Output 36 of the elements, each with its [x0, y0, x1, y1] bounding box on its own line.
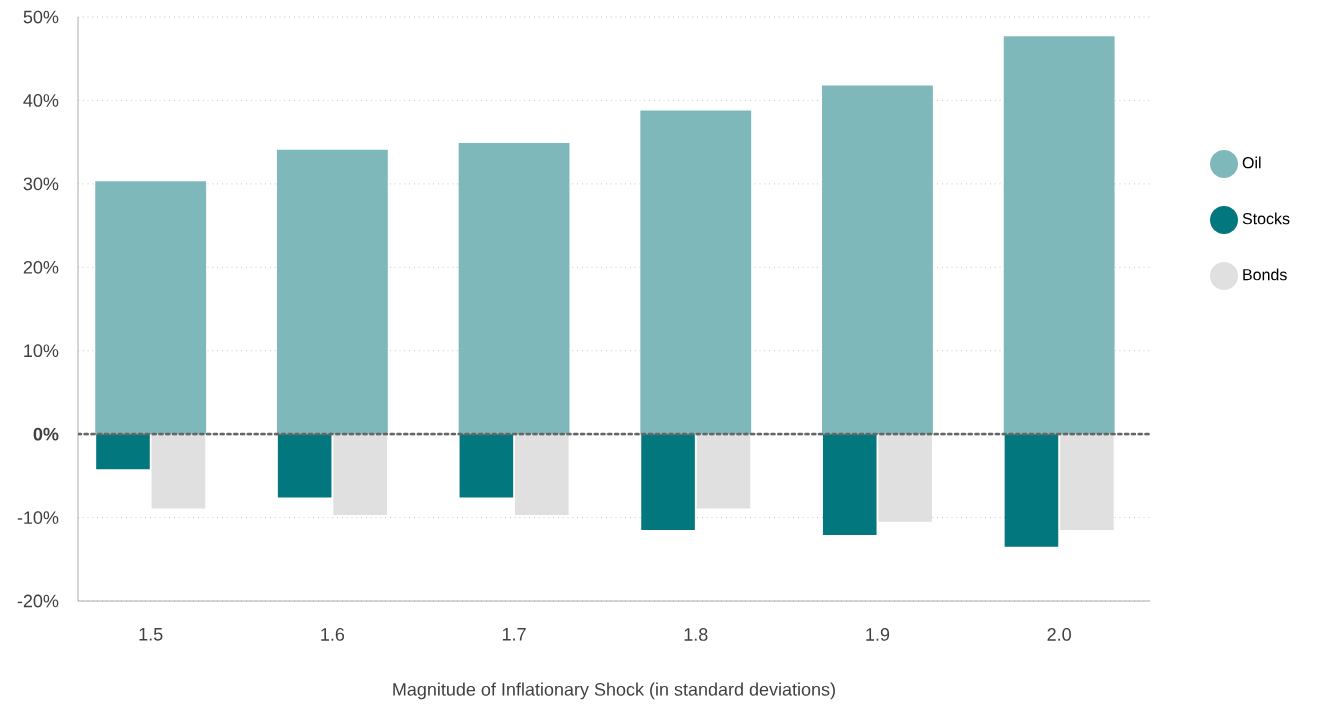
legend-label: Oil [1242, 156, 1261, 169]
bar [277, 434, 332, 498]
y-tick-label: 40% [23, 94, 59, 107]
x-tick-label: 1.9 [866, 628, 890, 641]
bar [1003, 36, 1115, 435]
x-axis-title: Magnitude of Inflationary Shock (in standard deviations) [393, 682, 835, 700]
y-tick-label: -20% [17, 594, 59, 608]
x-tick-label: 1.6 [321, 628, 345, 641]
x-tick-label: 2.0 [1047, 628, 1071, 641]
bar [1004, 434, 1059, 547]
bar [1060, 434, 1114, 531]
bar [640, 110, 752, 435]
bar [96, 434, 150, 470]
bar [95, 181, 207, 435]
y-tick-label: 30% [23, 177, 59, 191]
bar [151, 434, 206, 509]
x-tick-label: 1.5 [139, 628, 163, 641]
x-tick-label: 1.8 [684, 628, 708, 641]
bar [276, 149, 388, 435]
bar [458, 142, 570, 435]
y-tick-label: -10% [17, 511, 59, 524]
y-tick-label: 20% [23, 260, 59, 274]
bar [459, 434, 514, 498]
bar [878, 434, 932, 522]
y-tick-label: 10% [24, 344, 59, 358]
legend-label: Bonds [1243, 268, 1287, 281]
bar [333, 434, 387, 516]
bar [641, 434, 695, 531]
bar [822, 85, 933, 435]
y-tick-label: 50% [23, 10, 59, 24]
x-tick-label: 1.7 [502, 628, 526, 641]
bar [822, 434, 877, 536]
legend-label: Stocks [1242, 212, 1290, 225]
bar [514, 434, 569, 516]
y-tick-label: 0% [33, 427, 59, 441]
bar [696, 434, 751, 509]
